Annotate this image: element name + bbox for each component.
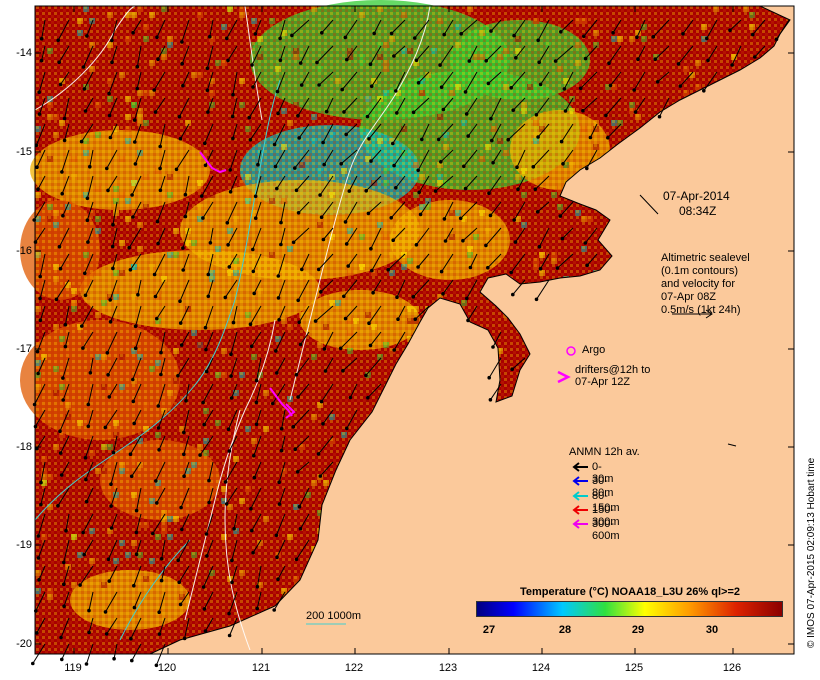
axis-ticks bbox=[35, 6, 794, 654]
altimetry-line: (0.1m contours) bbox=[661, 265, 739, 277]
arrow-left-icon bbox=[572, 476, 588, 486]
lon-label: 125 bbox=[624, 662, 644, 674]
altimetry-line: Altimetric sealevel bbox=[661, 252, 750, 264]
land-mass bbox=[149, 5, 795, 655]
lon-label: 119 bbox=[64, 662, 82, 674]
lat-label: -16 bbox=[16, 245, 32, 257]
argo-label: Argo bbox=[582, 344, 606, 356]
lon-label: 124 bbox=[531, 662, 551, 674]
colorbar bbox=[476, 601, 783, 617]
arrow-left-icon bbox=[572, 519, 588, 529]
lat-label: -15 bbox=[16, 146, 32, 158]
lat-label: -14 bbox=[16, 47, 32, 59]
colorbar-title: Temperature (°C) NOAA18_L3U 26% ql>=2 bbox=[520, 586, 740, 598]
colorbar-tick: 29 bbox=[631, 624, 645, 636]
altimetry-line: and velocity for bbox=[661, 278, 735, 290]
anmn-legend-label: 80-150m bbox=[592, 490, 620, 514]
reference-arrow-head-icon bbox=[705, 309, 713, 319]
anmn-legend-label: 30-80m bbox=[592, 475, 614, 499]
colorbar-tick: 30 bbox=[705, 624, 719, 636]
drifter-legend-icon bbox=[557, 370, 571, 384]
lon-label: 122 bbox=[344, 662, 364, 674]
altimetry-line: 07-Apr 08Z bbox=[661, 291, 717, 303]
isobath-label: 200 1000m bbox=[306, 610, 362, 622]
lat-label: -18 bbox=[16, 441, 32, 453]
arrow-left-icon bbox=[572, 462, 588, 472]
credit-text: © IMOS 07-Apr-2015 02:09:13 Hobart time bbox=[806, 457, 817, 648]
anmn-title: ANMN 12h av. bbox=[569, 446, 640, 458]
plot-frame bbox=[34, 5, 795, 655]
timestamp-time: 08:34Z bbox=[679, 204, 717, 218]
lat-label: -19 bbox=[16, 539, 32, 551]
argo-icon bbox=[566, 346, 576, 356]
anmn-legend-label: 300-600m bbox=[592, 518, 620, 542]
velocity-arrows bbox=[31, 19, 790, 668]
sealevel-contours bbox=[34, 5, 431, 651]
anmn-legend-label: 0-30m bbox=[592, 461, 614, 485]
drifter-head-icon bbox=[285, 403, 296, 419]
timestamp-pointer bbox=[639, 194, 659, 215]
lat-label: -20 bbox=[16, 638, 32, 650]
drifters-label-1: drifters@12h to bbox=[575, 364, 651, 376]
altimetry-line: 0.5m/s (1kt 24h) bbox=[661, 304, 741, 316]
colorbar-tick: 27 bbox=[482, 624, 496, 636]
colorbar-tick: 28 bbox=[558, 624, 572, 636]
lon-label: 126 bbox=[722, 662, 742, 674]
arrow-left-icon bbox=[572, 491, 588, 501]
arrow-left-icon bbox=[572, 505, 588, 515]
timestamp-date: 07-Apr-2014 bbox=[663, 189, 730, 203]
lon-label: 120 bbox=[157, 662, 177, 674]
lon-label: 123 bbox=[438, 662, 458, 674]
isobath-contours bbox=[34, 79, 281, 641]
drifter-tracks bbox=[199, 151, 293, 417]
lon-label: 121 bbox=[251, 662, 271, 674]
lat-label: -17 bbox=[16, 343, 32, 355]
drifters-label-2: 07-Apr 12Z bbox=[575, 376, 631, 388]
anmn-legend-label: 150-300m bbox=[592, 504, 620, 528]
